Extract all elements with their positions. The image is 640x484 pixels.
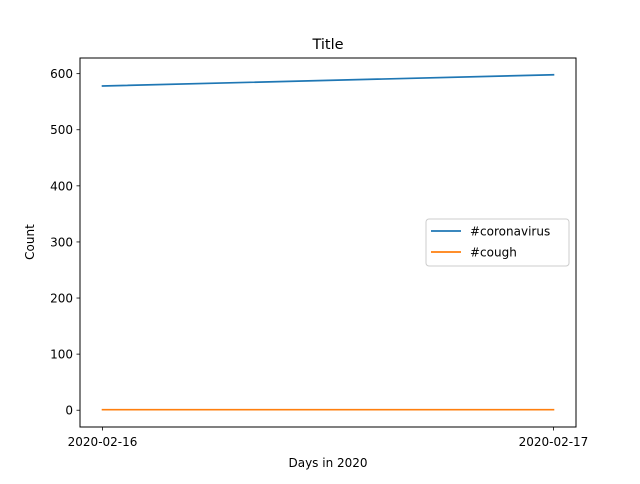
y-tick-label: 0	[65, 404, 73, 418]
chart-title: Title	[311, 37, 343, 53]
legend-box	[425, 218, 570, 267]
y-tick-label: 100	[50, 348, 73, 362]
x-tick-label: 2020-02-17	[519, 435, 589, 449]
x-axis-label: Days in 2020	[288, 456, 367, 470]
y-tick-label: 200	[50, 292, 73, 306]
legend-label-cough: #cough	[470, 246, 517, 260]
x-tick-label: 2020-02-16	[68, 435, 138, 449]
y-axis-label: Count	[23, 224, 37, 260]
series-line-coronavirus	[101, 73, 555, 87]
y-tick-label: 500	[50, 123, 73, 137]
series-lines	[101, 73, 555, 411]
y-tick-label: 300	[50, 235, 73, 249]
x-axis-ticks: 2020-02-16 2020-02-17	[68, 427, 589, 449]
y-axis-ticks: 0 100 200 300 400 500 600	[50, 67, 80, 418]
legend-label-coronavirus: #coronavirus	[470, 225, 550, 239]
y-tick-label: 600	[50, 67, 73, 81]
plot-area-frame	[79, 57, 577, 428]
y-tick-label: 400	[50, 179, 73, 193]
legend: #coronavirus #cough	[425, 218, 570, 267]
